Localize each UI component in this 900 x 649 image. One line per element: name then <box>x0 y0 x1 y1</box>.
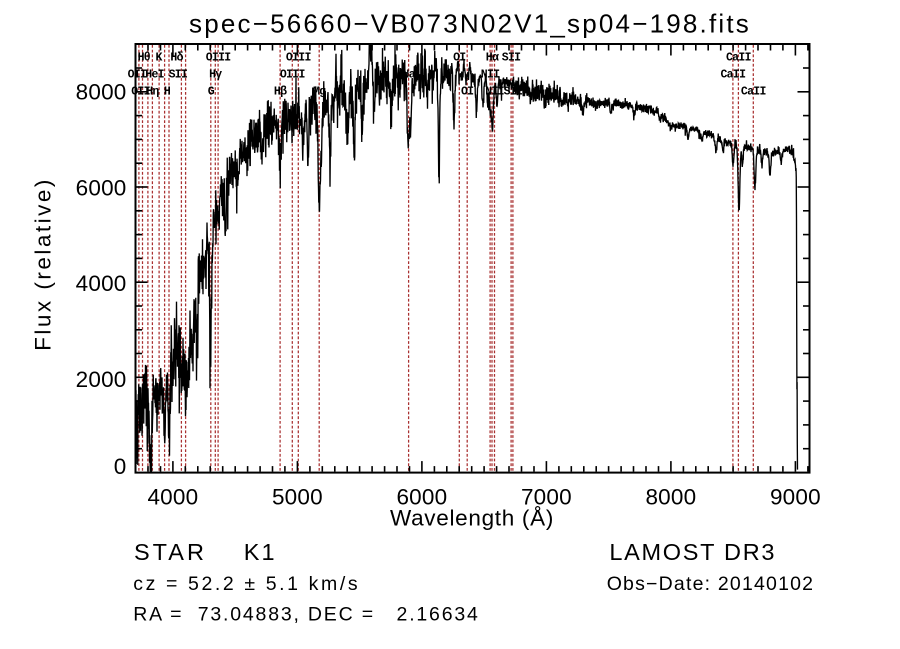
svg-text:OIII: OIII <box>280 69 306 82</box>
svg-text:Hη: Hη <box>146 86 159 99</box>
svg-text:K1: K1 <box>244 539 277 565</box>
svg-text:Hα: Hα <box>486 52 499 65</box>
svg-text:SII: SII <box>169 69 188 82</box>
svg-text:NII: NII <box>485 86 504 99</box>
svg-text:Flux (relative): Flux (relative) <box>31 177 56 351</box>
svg-text:OI: OI <box>453 52 466 65</box>
svg-text:H: H <box>164 86 171 99</box>
svg-text:CaII: CaII <box>720 69 746 82</box>
svg-text:6000: 6000 <box>396 485 447 510</box>
svg-text:NII: NII <box>481 69 500 82</box>
svg-text:Hγ: Hγ <box>209 69 222 82</box>
svg-text:8000: 8000 <box>76 80 127 105</box>
svg-text:G: G <box>208 86 215 99</box>
svg-text:2000: 2000 <box>76 367 127 392</box>
svg-text:7000: 7000 <box>521 485 572 510</box>
svg-text:OI: OI <box>461 86 474 99</box>
svg-text:Mg: Mg <box>313 86 326 99</box>
svg-text:spec−56660−VB073N02V1_sp04−198: spec−56660−VB073N02V1_sp04−198.fits <box>189 9 751 39</box>
svg-text:OII: OII <box>128 69 147 82</box>
svg-text:K: K <box>155 52 162 65</box>
svg-text:6000: 6000 <box>76 175 127 200</box>
svg-text:Hβ: Hβ <box>274 86 287 99</box>
svg-text:4000: 4000 <box>76 271 127 296</box>
svg-text:OIII: OIII <box>286 52 312 65</box>
svg-text:SII: SII <box>502 52 521 65</box>
svg-text:STAR: STAR <box>134 539 207 565</box>
svg-text:5000: 5000 <box>272 485 323 510</box>
svg-text:cz = 52.2 ± 5.1 km/s: cz = 52.2 ± 5.1 km/s <box>133 573 360 595</box>
svg-text:CaII: CaII <box>741 86 767 99</box>
svg-text:Hδ: Hδ <box>170 52 183 65</box>
svg-text:SII: SII <box>504 86 523 99</box>
svg-text:0: 0 <box>114 454 127 479</box>
svg-text:Wavelength (Å): Wavelength (Å) <box>390 506 554 531</box>
svg-text:9000: 9000 <box>770 485 821 510</box>
svg-text:Obs−Date: 20140102: Obs−Date: 20140102 <box>607 573 815 595</box>
svg-text:8000: 8000 <box>645 485 696 510</box>
svg-text:RA = 73.04883, DEC = 2.1663: RA = 73.04883, DEC = 2.16634 <box>133 604 479 626</box>
svg-text:HeI: HeI <box>145 69 164 82</box>
svg-text:4000: 4000 <box>147 485 198 510</box>
svg-text:Na: Na <box>402 69 415 82</box>
svg-text:Hθ: Hθ <box>138 52 151 65</box>
svg-text:LAMOST DR3: LAMOST DR3 <box>609 539 776 565</box>
svg-text:OIII: OIII <box>206 52 232 65</box>
svg-text:OII: OII <box>131 86 150 99</box>
svg-text:CaII: CaII <box>726 52 752 65</box>
